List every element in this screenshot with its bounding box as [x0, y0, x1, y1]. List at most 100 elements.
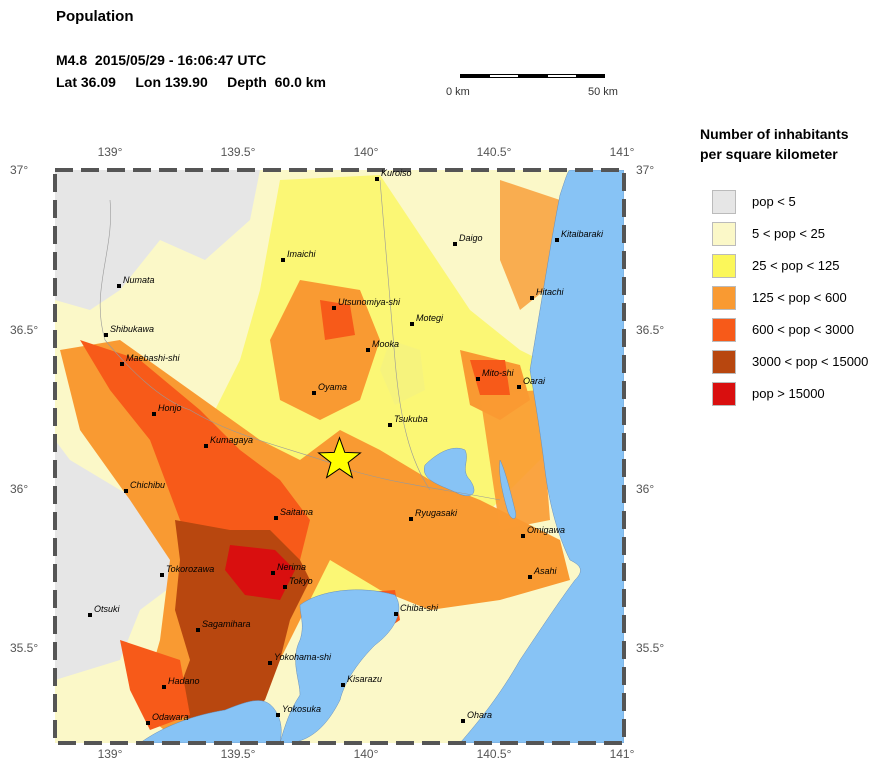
- city-marker: [124, 489, 128, 493]
- city-label: Mooka: [372, 339, 399, 349]
- scale-segment: [576, 74, 605, 78]
- city-marker: [366, 348, 370, 352]
- high-density-area: [470, 360, 510, 395]
- city-label: Mito-shi: [482, 368, 515, 378]
- lat-tick-label: 35.5°: [10, 641, 38, 655]
- city-label: Ohara: [467, 710, 492, 720]
- city-marker: [271, 571, 275, 575]
- city-marker: [281, 258, 285, 262]
- city-markers: Kuroiso Daigo Kitaibaraki Imaichi Numata Hita…: [88, 168, 604, 725]
- city-label: Shibukawa: [110, 324, 154, 334]
- sagami-bay: [139, 700, 282, 743]
- lon-tick-label: 140.5°: [477, 145, 512, 159]
- high-density-area: [120, 640, 190, 730]
- population-map: 139° 139.5° 140° 140.5° 141° 139° 139.5°…: [10, 145, 664, 760]
- lat-tick-label: 35.5°: [636, 641, 664, 655]
- city-marker: [120, 362, 124, 366]
- city-label: Oyama: [318, 382, 347, 392]
- city-marker: [312, 391, 316, 395]
- lat-tick-label: 36°: [636, 482, 654, 496]
- scale-segment: [460, 74, 490, 78]
- city-label: Kitaibaraki: [561, 229, 604, 239]
- city-label: Kumagaya: [210, 435, 253, 445]
- city-marker: [394, 612, 398, 616]
- city-marker: [409, 517, 413, 521]
- city-marker: [555, 238, 559, 242]
- city-marker: [88, 613, 92, 617]
- city-marker: [461, 719, 465, 723]
- legend-label: pop > 15000: [752, 386, 825, 401]
- city-marker: [521, 534, 525, 538]
- city-label: Omigawa: [527, 525, 565, 535]
- city-marker: [276, 713, 280, 717]
- city-label: Kuroiso: [381, 168, 412, 178]
- legend-label: pop < 5: [752, 194, 796, 209]
- city-label: Chiba-shi: [400, 603, 439, 613]
- city-label: Saitama: [280, 507, 313, 517]
- high-density-area: [80, 340, 310, 560]
- city-label: Motegi: [416, 313, 444, 323]
- city-marker: [104, 333, 108, 337]
- city-label: Asahi: [533, 566, 558, 576]
- tokyo-bay: [279, 589, 400, 743]
- high-density-area: [320, 300, 355, 340]
- epicenter-marker: [317, 436, 362, 479]
- event-info: M4.8 2015/05/29 - 16:06:47 UTC: [56, 52, 267, 68]
- city-marker: [162, 685, 166, 689]
- city-label: Hadano: [168, 676, 200, 686]
- legend-swatch: [712, 254, 736, 278]
- lon-tick-label: 139°: [98, 145, 123, 159]
- legend-label: 600 < pop < 3000: [752, 322, 854, 337]
- legend-label: 5 < pop < 25: [752, 226, 826, 241]
- epicenter-star-icon: [317, 436, 362, 479]
- lon-tick-label: 139.5°: [221, 747, 256, 760]
- city-label: Tsukuba: [394, 414, 428, 424]
- city-marker: [204, 444, 208, 448]
- scale-segment: [518, 74, 548, 78]
- city-marker: [117, 284, 121, 288]
- lon-tick-label: 141°: [610, 747, 635, 760]
- legend-swatch: [712, 286, 736, 310]
- legend-swatch: [712, 222, 736, 246]
- legend-swatch: [712, 318, 736, 342]
- lon-tick-label: 140°: [354, 145, 379, 159]
- lat-tick-label: 37°: [10, 163, 28, 177]
- city-label: Maebashi-shi: [126, 353, 181, 363]
- scale-segment: [489, 74, 519, 78]
- city-label: Imaichi: [287, 249, 317, 259]
- lon-tick-label: 139.5°: [221, 145, 256, 159]
- city-marker: [453, 242, 457, 246]
- lat-tick-label: 36.5°: [636, 323, 664, 337]
- city-label: Otsuki: [94, 604, 121, 614]
- city-label: Nerima: [277, 562, 306, 572]
- city-marker: [341, 683, 345, 687]
- scale-label-end: 50 km: [588, 86, 618, 98]
- city-label: Tokyo: [289, 576, 313, 586]
- city-marker: [152, 412, 156, 416]
- city-marker: [332, 306, 336, 310]
- scale-segment: [547, 74, 577, 78]
- lon-tick-label: 139°: [98, 747, 123, 760]
- city-label: Honjo: [158, 403, 182, 413]
- city-label: Sagamihara: [202, 619, 251, 629]
- lake-kitaura: [499, 459, 516, 519]
- legend-swatch: [712, 382, 736, 406]
- lon-tick-label: 141°: [610, 145, 635, 159]
- legend-label: 25 < pop < 125: [752, 258, 840, 273]
- medium-density-area: [480, 390, 550, 530]
- city-label: Chichibu: [130, 480, 165, 490]
- boundary-line: [99, 199, 501, 501]
- city-marker: [274, 516, 278, 520]
- city-marker: [375, 177, 379, 181]
- city-label: Kisarazu: [347, 674, 382, 684]
- lon-tick-label: 140°: [354, 747, 379, 760]
- city-marker: [283, 585, 287, 589]
- city-label: Hitachi: [536, 287, 565, 297]
- legend-title-line: per square kilometer: [700, 146, 838, 162]
- city-label: Yokosuka: [282, 704, 321, 714]
- lat-tick-label: 37°: [636, 163, 654, 177]
- pacific-ocean: [459, 170, 624, 743]
- scale-label-start: 0 km: [446, 86, 470, 98]
- city-label: Odawara: [152, 712, 189, 722]
- lon-tick-label: 140.5°: [477, 747, 512, 760]
